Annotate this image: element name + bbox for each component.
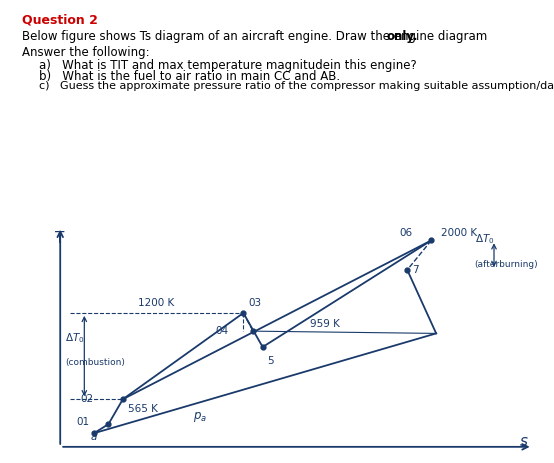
Text: $\Delta T_0$: $\Delta T_0$ xyxy=(65,331,85,345)
Text: 01: 01 xyxy=(76,417,89,427)
Text: 5: 5 xyxy=(268,356,274,366)
Text: (afterburning): (afterburning) xyxy=(475,260,538,269)
Text: 04: 04 xyxy=(216,326,229,336)
Text: 02: 02 xyxy=(81,394,94,404)
Text: 959 K: 959 K xyxy=(310,319,340,329)
Text: 2000 K: 2000 K xyxy=(441,228,477,238)
Text: (combustion): (combustion) xyxy=(65,358,125,367)
Text: 7: 7 xyxy=(412,265,419,275)
Text: Answer the following:: Answer the following: xyxy=(22,46,150,59)
Text: T: T xyxy=(55,232,65,246)
Text: $p_a$: $p_a$ xyxy=(193,410,207,425)
Text: a: a xyxy=(91,432,97,442)
Text: Below figure shows Ts diagram of an aircraft engine. Draw the engine diagram: Below figure shows Ts diagram of an airc… xyxy=(22,30,491,43)
Text: a)   What is TIT and max temperature magnitudein this engine?: a) What is TIT and max temperature magni… xyxy=(39,59,417,72)
Text: c)   Guess the approximate pressure ratio of the compressor making suitable assu: c) Guess the approximate pressure ratio … xyxy=(39,81,554,92)
Text: 1200 K: 1200 K xyxy=(138,299,175,308)
Text: b)   What is the fuel to air ratio in main CC and AB.: b) What is the fuel to air ratio in main… xyxy=(39,70,340,83)
Text: $\Delta T_0$: $\Delta T_0$ xyxy=(475,232,494,246)
Text: 03: 03 xyxy=(248,299,261,308)
Text: 565 K: 565 K xyxy=(127,404,157,414)
Text: only.: only. xyxy=(386,30,418,43)
Text: s: s xyxy=(520,434,528,449)
Text: Question 2: Question 2 xyxy=(22,14,98,27)
Text: 06: 06 xyxy=(399,228,412,238)
